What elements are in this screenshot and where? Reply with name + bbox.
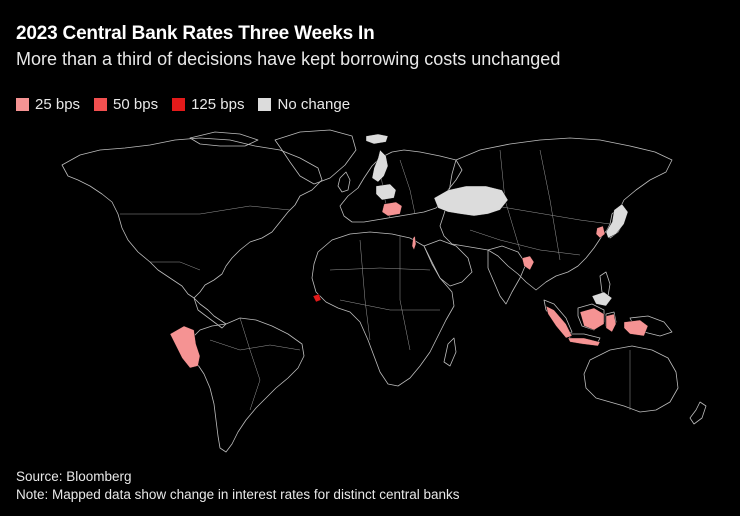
legend-swatch-25bps xyxy=(16,98,29,111)
border-south-america-1 xyxy=(239,317,261,411)
country-indonesia-sulawesi xyxy=(605,313,617,333)
legend-item-25bps: 25 bps xyxy=(16,96,80,113)
world-map xyxy=(61,129,707,453)
border-us-canada xyxy=(120,205,291,215)
country-sweden xyxy=(371,149,389,183)
border-asia-3 xyxy=(539,149,561,261)
greenland-outline xyxy=(274,129,357,185)
africa-outline xyxy=(311,231,455,387)
border-africa-3 xyxy=(399,236,411,351)
border-africa-1 xyxy=(329,267,431,271)
north-america-outline xyxy=(61,137,323,299)
country-poland xyxy=(375,183,397,201)
legend-label-125bps: 125 bps xyxy=(191,96,245,113)
highlighted-countries xyxy=(169,133,649,369)
arabia-outline xyxy=(423,239,473,287)
philippines-outline xyxy=(599,271,611,297)
country-indonesia-papua xyxy=(623,319,649,337)
country-romania xyxy=(381,201,403,217)
legend-label-50bps: 50 bps xyxy=(113,96,159,113)
border-south-america-2 xyxy=(209,339,301,351)
chart-subtitle: More than a third of decisions have kept… xyxy=(16,49,561,69)
new-zealand-outline xyxy=(689,401,707,425)
arctic-islands-outline xyxy=(189,131,259,147)
country-borders xyxy=(120,149,631,411)
country-indonesia-sumatra xyxy=(545,305,573,339)
legend-item-no-change: No change xyxy=(258,96,350,113)
central-america-outline xyxy=(193,297,227,329)
border-asia-4 xyxy=(469,229,581,256)
australia-outline xyxy=(583,345,679,413)
country-peru xyxy=(169,325,201,369)
legend-swatch-125bps xyxy=(172,98,186,111)
land-outlines xyxy=(61,129,707,453)
country-indonesia-java xyxy=(567,337,601,347)
border-africa-2 xyxy=(359,239,371,341)
country-malaysia xyxy=(591,291,613,307)
legend-swatch-no-change xyxy=(258,98,272,111)
country-iceland xyxy=(365,133,389,145)
legend-label-no-change: No change xyxy=(277,96,351,113)
source-note: Source: Bloomberg xyxy=(16,469,132,484)
chart-title: 2023 Central Bank Rates Three Weeks In xyxy=(16,23,375,44)
country-sierra-leone xyxy=(312,293,322,303)
country-kazakhstan xyxy=(433,185,509,217)
asia-outline xyxy=(439,137,673,291)
legend-label-25bps: 25 bps xyxy=(35,96,81,113)
country-japan xyxy=(605,203,629,239)
country-israel xyxy=(411,235,417,251)
border-us-mexico xyxy=(150,261,201,271)
legend-swatch-50bps xyxy=(94,98,108,111)
europe-outline xyxy=(339,149,463,223)
madagascar-outline xyxy=(443,337,457,367)
legend: 25 bps 50 bps 125 bps No change xyxy=(16,96,350,113)
legend-item-125bps: 125 bps xyxy=(172,96,244,113)
country-bangladesh xyxy=(521,255,535,271)
border-europe-2 xyxy=(399,159,416,215)
legend-item-50bps: 50 bps xyxy=(94,96,158,113)
south-america-outline xyxy=(189,317,305,453)
border-africa-4 xyxy=(339,299,440,311)
country-indonesia-borneo xyxy=(579,307,605,331)
india-outline xyxy=(487,245,527,305)
footnote: Note: Mapped data show change in interes… xyxy=(16,487,460,502)
country-south-korea xyxy=(595,225,606,239)
uk-outline xyxy=(337,171,351,193)
footer: Source: Bloomberg Note: Mapped data show… xyxy=(16,468,460,504)
